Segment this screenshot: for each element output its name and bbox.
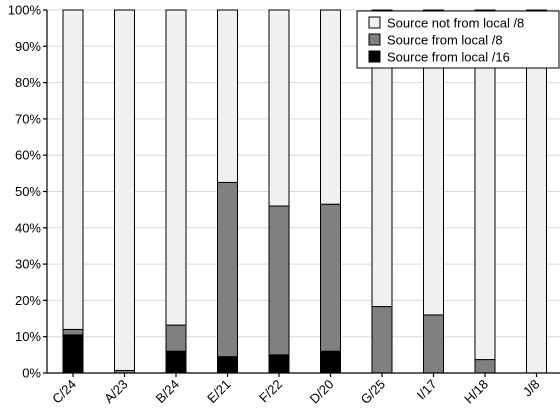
axis-layer bbox=[43, 9, 560, 377]
bar-segment-C-24-series-2 bbox=[62, 9, 84, 330]
bar-segment-B-24-series-0 bbox=[165, 350, 187, 374]
y-tick-label: 80% bbox=[15, 75, 41, 90]
bar-segment-D-20-series-1 bbox=[320, 203, 341, 352]
legend-swatch bbox=[368, 16, 381, 29]
bar-segment-E-21-series-2 bbox=[217, 9, 238, 183]
y-tick-label: 40% bbox=[15, 220, 41, 235]
bar-segment-I-17-series-2 bbox=[423, 9, 444, 316]
bar-segment-F-22-series-0 bbox=[268, 354, 290, 374]
bar-segment-H-18-series-1 bbox=[474, 359, 496, 374]
x-tick-labels: C/24 A/23 B/24 E/21 F/22 D/20 G/25 I/17 H/18 J/8 bbox=[49, 377, 543, 408]
legend-label: Source from local /16 bbox=[387, 50, 510, 65]
bar-segment-D-20-series-0 bbox=[320, 350, 341, 374]
x-tick-label: D/20 bbox=[307, 377, 337, 404]
x-tick-label: F/22 bbox=[256, 377, 285, 404]
y-tick-label: 20% bbox=[15, 293, 41, 308]
bar-segment-B-24-series-2 bbox=[165, 9, 187, 326]
x-tick-label: E/21 bbox=[204, 377, 234, 404]
bar-segment-C-24-series-1 bbox=[62, 328, 84, 336]
x-tick-label: I/17 bbox=[414, 377, 440, 403]
bar-segment-C-24-series-0 bbox=[62, 334, 84, 374]
bar-segment-I-17-series-1 bbox=[423, 314, 444, 374]
bar-segment-G-25-series-1 bbox=[371, 306, 393, 374]
y-tick-label: 100% bbox=[8, 3, 42, 18]
x-tick-label: G/25 bbox=[358, 377, 389, 404]
legend-label: Source not from local /8 bbox=[387, 16, 524, 31]
y-tick-label: 70% bbox=[15, 111, 41, 126]
y-tick-label: 10% bbox=[15, 329, 41, 344]
x-tick-label: C/24 bbox=[49, 377, 79, 404]
x-tick-label: B/24 bbox=[153, 377, 183, 404]
y-tick-label: 0% bbox=[22, 366, 41, 381]
x-tick-label: H/18 bbox=[461, 377, 491, 404]
bar-segment-G-25-series-2 bbox=[371, 9, 393, 308]
y-tick-label: 60% bbox=[15, 148, 41, 163]
x-tick-label: J/8 bbox=[520, 377, 543, 400]
legend-swatch bbox=[368, 50, 381, 63]
y-tick-labels: 0% 10% 20% 30% 40% 50% 60% 70% 80% 90% 100% bbox=[8, 3, 42, 381]
legend: Source not from local /8 Source from loca… bbox=[356, 10, 560, 69]
y-tick-label: 50% bbox=[15, 184, 41, 199]
bar-segment-F-22-series-1 bbox=[268, 205, 290, 356]
bar-segment-B-24-series-1 bbox=[165, 324, 187, 352]
bar-segment-F-22-series-2 bbox=[268, 9, 290, 207]
legend-label: Source from local /8 bbox=[387, 33, 503, 48]
legend-box bbox=[356, 10, 560, 69]
bar-layer bbox=[62, 9, 547, 374]
bar-segment-H-18-series-2 bbox=[474, 9, 496, 361]
legend-swatch bbox=[368, 33, 381, 46]
y-tick-label: 90% bbox=[15, 39, 41, 54]
bar-segment-D-20-series-2 bbox=[320, 9, 341, 205]
bar-segment-E-21-series-0 bbox=[217, 356, 238, 374]
bar-segment-E-21-series-1 bbox=[217, 181, 238, 358]
x-tick-label: A/23 bbox=[101, 377, 131, 404]
y-tick-label: 30% bbox=[15, 257, 41, 272]
bar-segment-A-23-series-2 bbox=[114, 9, 135, 371]
